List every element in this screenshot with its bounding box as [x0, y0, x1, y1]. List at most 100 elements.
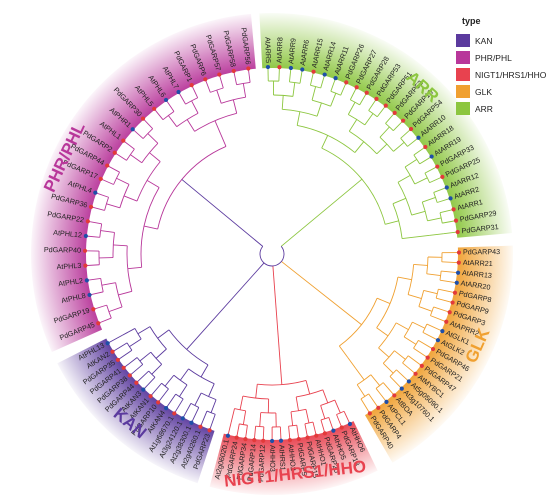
leaf-marker-star — [452, 290, 458, 295]
leaf-marker-dot — [455, 270, 461, 275]
branch-segment — [328, 417, 334, 431]
branch-segment — [227, 422, 232, 436]
branch-segment — [395, 322, 409, 331]
branch-segment — [347, 357, 357, 369]
branch-segment — [349, 87, 358, 100]
branch-segment — [356, 384, 366, 397]
branch-arc — [242, 395, 269, 400]
branch-segment — [164, 374, 175, 387]
branch-segment — [402, 236, 417, 240]
leaf-marker-dot — [435, 338, 441, 343]
branch-arc — [206, 410, 216, 415]
branch-segment — [348, 119, 358, 132]
branch-arc — [282, 108, 318, 117]
branch-segment — [304, 423, 309, 438]
branch-segment — [321, 135, 329, 149]
branch-arc — [150, 351, 163, 365]
branch-segment — [427, 217, 442, 222]
leaf-marker-star — [112, 150, 117, 155]
leaf-label: AtARR6 — [298, 39, 311, 66]
branch-segment — [262, 426, 265, 441]
branch-arc — [348, 114, 366, 126]
branch-segment — [415, 234, 430, 238]
branch-arc — [350, 99, 360, 106]
leaf-marker-dot — [399, 386, 404, 391]
root-branch — [186, 262, 265, 350]
branch-segment — [368, 98, 377, 111]
leaf-label: AtARR9 — [286, 38, 298, 65]
branch-segment — [340, 82, 347, 96]
legend-label: NIGT1/HRS1/HHO — [475, 70, 547, 80]
branch-segment — [147, 133, 159, 144]
branch-arc — [173, 374, 188, 386]
branch-segment — [117, 349, 133, 361]
branch-segment — [233, 70, 238, 85]
branch-segment — [418, 306, 433, 312]
branch-segment — [336, 414, 343, 428]
leaf-marker-star — [115, 357, 120, 363]
branch-segment — [153, 108, 164, 120]
branch-segment — [191, 100, 199, 114]
branch-segment — [376, 143, 388, 155]
leaf-marker-star — [453, 218, 459, 223]
branch-segment — [279, 426, 282, 441]
leaf-marker-dot — [93, 190, 98, 195]
leaf-marker-dot — [84, 278, 89, 283]
branch-segment — [393, 141, 405, 152]
branch-segment — [379, 126, 390, 138]
leaf-marker-star — [287, 438, 293, 443]
branch-segment — [422, 331, 439, 341]
legend-label: PHR/PHL — [475, 53, 512, 63]
branch-arc — [113, 171, 120, 185]
branch-arc — [433, 192, 438, 203]
leaf-marker-star — [243, 437, 248, 442]
leaf-marker-star — [231, 68, 236, 74]
branch-segment — [316, 102, 322, 117]
branch-segment — [108, 306, 123, 313]
branch-segment — [443, 231, 458, 235]
leaf-marker-dot — [416, 135, 421, 140]
leaf-marker-star — [261, 438, 266, 443]
clade-sectors — [31, 12, 513, 495]
branch-arc — [310, 84, 321, 89]
branch-segment — [122, 140, 135, 150]
leaf-marker-star — [364, 90, 369, 95]
branch-segment — [182, 403, 192, 419]
branch-segment — [426, 323, 443, 332]
branch-segment — [95, 192, 109, 198]
branch-segment — [179, 368, 189, 381]
branch-arc — [435, 289, 439, 299]
branch-segment — [210, 399, 217, 413]
branch-segment — [242, 83, 247, 98]
leaf-label: PdGARP12 — [256, 445, 267, 483]
branch-arc — [148, 370, 156, 378]
branch-segment — [194, 392, 202, 406]
leaf-marker-dot — [225, 433, 231, 438]
leaf-marker-star — [451, 207, 456, 212]
branch-segment — [354, 141, 365, 153]
branch-segment — [360, 398, 371, 414]
branch-segment — [114, 152, 127, 161]
branch-segment — [151, 363, 163, 375]
branch-segment — [330, 77, 337, 92]
leaf-marker-star — [98, 176, 103, 181]
clade-sector-kan — [57, 338, 215, 484]
branch-arc — [320, 399, 335, 406]
branch-segment — [106, 203, 120, 209]
branch-segment — [438, 288, 456, 294]
branch-segment — [87, 220, 102, 225]
leaf-marker-dot — [141, 387, 146, 392]
legend-swatch — [456, 68, 470, 81]
branch-segment — [442, 220, 457, 224]
leaf-marker-star — [83, 263, 88, 268]
leaf-label: AtARR21 — [463, 258, 493, 268]
branch-segment — [422, 197, 436, 203]
leaf-marker-star — [401, 118, 406, 123]
branch-arc — [112, 232, 115, 258]
leaf-marker-star — [450, 300, 455, 305]
legend-swatch — [456, 51, 470, 64]
branch-segment — [368, 393, 379, 409]
leaf-marker-dot — [87, 292, 92, 298]
leaf-marker-dot — [444, 185, 449, 190]
